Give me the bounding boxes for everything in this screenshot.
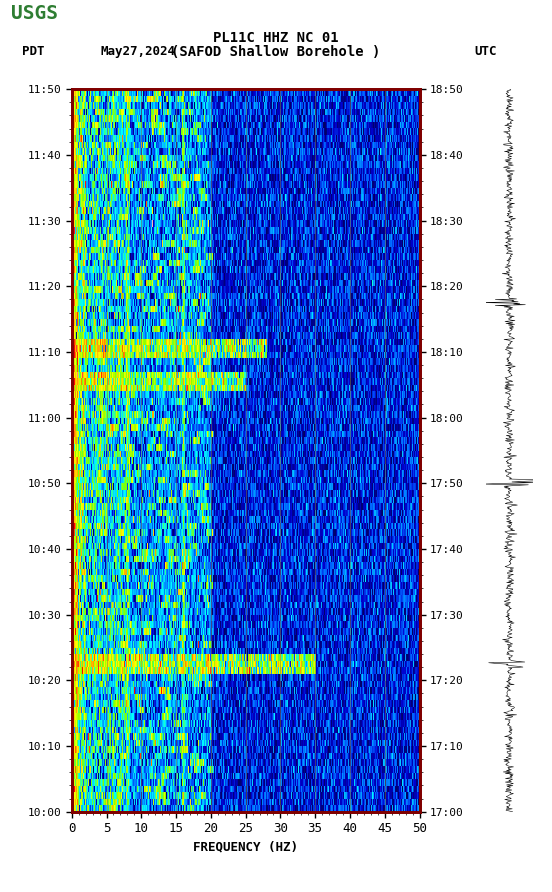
X-axis label: FREQUENCY (HZ): FREQUENCY (HZ) — [193, 840, 298, 854]
Text: (SAFOD Shallow Borehole ): (SAFOD Shallow Borehole ) — [171, 45, 381, 59]
Text: May27,2024: May27,2024 — [100, 45, 176, 58]
Text: PL11C HHZ NC 01: PL11C HHZ NC 01 — [213, 31, 339, 45]
Text: UTC: UTC — [475, 45, 497, 58]
Text: PDT: PDT — [22, 45, 45, 58]
Text: USGS: USGS — [11, 4, 58, 23]
